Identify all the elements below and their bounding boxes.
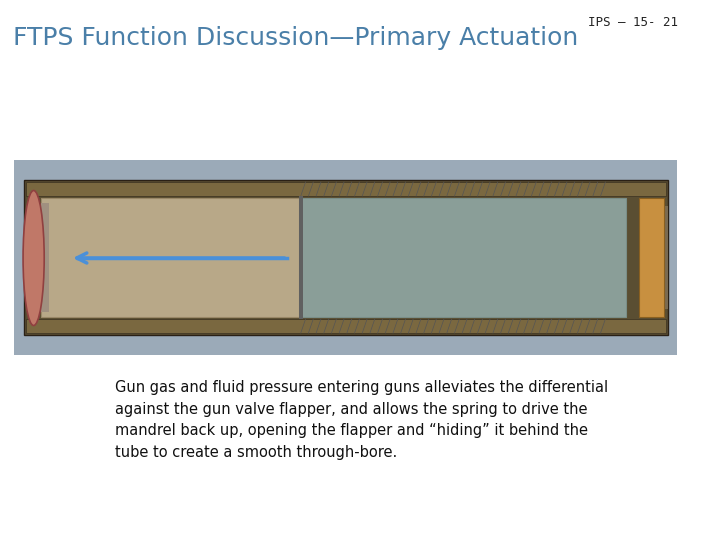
Text: FTPS Function Discussion—Primary Actuation: FTPS Function Discussion—Primary Actuati… [14,26,579,50]
Text: IPS – 15- 21: IPS – 15- 21 [588,16,678,29]
Bar [24,180,668,335]
Text: Gun gas and fluid pressure entering guns alleviates the differential
against the: Gun gas and fluid pressure entering guns… [115,380,608,460]
Bar [26,182,666,196]
Bar [41,198,299,317]
Bar [14,160,678,355]
Bar [299,196,302,319]
Bar [639,198,664,317]
Ellipse shape [23,191,44,326]
Bar [301,198,626,317]
Bar [26,319,666,333]
Bar [41,203,49,312]
Bar [664,206,668,309]
